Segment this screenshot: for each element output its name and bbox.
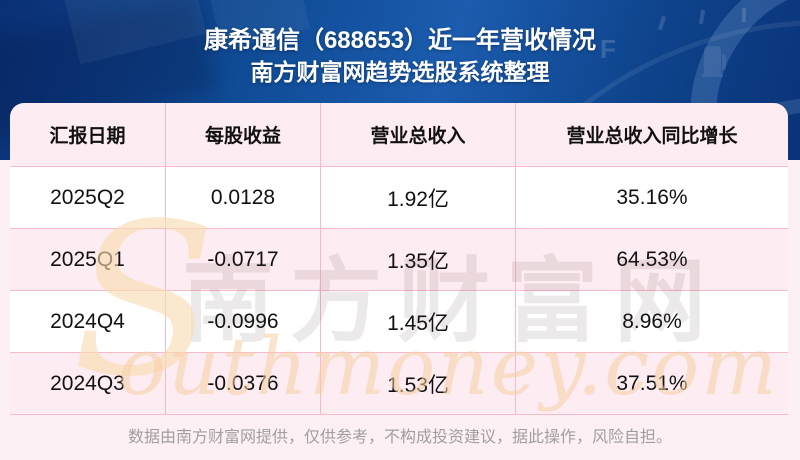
cell-yoy: 37.51% (516, 353, 788, 415)
cell-period: 2025Q1 (10, 229, 166, 291)
gauge-tick (741, 7, 747, 23)
cell-period: 2024Q3 (10, 353, 166, 415)
cell-revenue: 1.92亿 (321, 167, 516, 229)
column-header-eps: 每股收益 (166, 103, 321, 167)
cell-revenue: 1.35亿 (321, 229, 516, 291)
table-row: 2025Q1 -0.0717 1.35亿 64.53% (10, 229, 788, 291)
cell-yoy: 64.53% (516, 229, 788, 291)
cell-revenue: 1.53亿 (321, 353, 516, 415)
fuel-gauge-f-label: F (600, 34, 616, 64)
table-row: 2025Q2 0.0128 1.92亿 35.16% (10, 167, 788, 229)
page-subtitle: 南方财富网趋势选股系统整理 (250, 59, 550, 85)
table-row: 2024Q3 -0.0376 1.53亿 37.51% (10, 353, 788, 415)
cell-eps: -0.0996 (166, 291, 321, 353)
cell-yoy: 35.16% (516, 167, 788, 229)
cell-yoy: 8.96% (516, 291, 788, 353)
column-header-revenue: 营业总收入 (321, 103, 516, 167)
cell-eps: -0.0717 (166, 229, 321, 291)
revenue-table: 汇报日期 每股收益 营业总收入 营业总收入同比增长 2025Q2 0.0128 … (10, 103, 788, 415)
table-header-row: 汇报日期 每股收益 营业总收入 营业总收入同比增长 (10, 103, 788, 167)
table-row: 2024Q4 -0.0996 1.45亿 8.96% (10, 291, 788, 353)
cell-eps: -0.0376 (166, 353, 321, 415)
cell-period: 2024Q4 (10, 291, 166, 353)
cell-period: 2025Q2 (10, 167, 166, 229)
cell-revenue: 1.45亿 (321, 291, 516, 353)
fuel-pump-icon (700, 44, 730, 83)
gauge-tick (698, 9, 706, 25)
page-title: 康希通信（688653）近一年营收情况 (203, 27, 597, 54)
disclaimer-text: 数据由南方财富网提供，仅供参考，不构成投资建议，据此操作，风险自担。 (127, 429, 672, 446)
column-header-report-date: 汇报日期 (10, 103, 166, 167)
column-header-yoy-growth: 营业总收入同比增长 (516, 103, 788, 167)
cell-eps: 0.0128 (166, 167, 321, 229)
